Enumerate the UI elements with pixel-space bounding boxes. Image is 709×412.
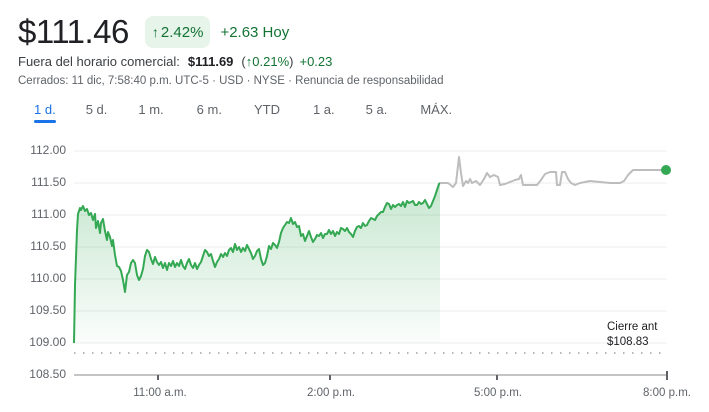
change-percent-badge: ↑ 2.42%: [144, 16, 211, 48]
previous-close-label: Cierre ant $108.83: [607, 321, 658, 348]
after-hours-change-percent: (↑0.21%): [241, 54, 294, 69]
chart-plot: [73, 150, 671, 380]
x-tick: 2:00 p.m.: [307, 387, 355, 399]
y-tick: 109.50: [29, 303, 66, 317]
tab-ytd[interactable]: YTD: [253, 102, 280, 117]
change-absolute: +2.63 Hoy: [220, 23, 290, 41]
regular-session-area: [74, 183, 440, 343]
tab-6m[interactable]: 6 m.: [196, 102, 222, 117]
quote-header: $111.46 ↑ 2.42% +2.63 Hoy: [18, 12, 289, 52]
change-percent: 2.42%: [160, 23, 204, 41]
tab-5y[interactable]: 5 a.: [365, 102, 388, 117]
regular-session-line: [73, 182, 441, 344]
range-tabs: 1 d. 5 d. 1 m. 6 m. YTD 1 a. 5 a. MÁX.: [34, 102, 452, 123]
y-tick: 110.00: [30, 271, 66, 285]
after-hours-line: [440, 156, 667, 188]
current-price: $111.46: [18, 13, 129, 50]
tab-1m[interactable]: 1 m.: [138, 102, 164, 117]
x-tick: 5:00 p.m.: [474, 387, 522, 399]
y-tick: 112.00: [30, 143, 66, 157]
market-status-line: Cerrados: 11 dic, 7:58:40 p.m. UTC-5 · U…: [18, 75, 444, 87]
x-tick: 11:00 a.m.: [133, 387, 187, 399]
y-tick: 111.00: [31, 207, 66, 221]
arrow-up-icon: ↑: [245, 54, 253, 69]
after-hours-change-absolute: +0.23: [299, 54, 333, 69]
y-tick: 108.50: [29, 367, 66, 381]
last-price-dot: [661, 165, 671, 175]
tab-max[interactable]: MÁX.: [420, 102, 453, 117]
after-hours-price: $111.69: [187, 54, 234, 69]
y-tick: 109.00: [29, 335, 66, 349]
y-tick: 110.50: [30, 239, 66, 253]
tab-1d[interactable]: 1 d.: [34, 102, 56, 123]
tab-1y[interactable]: 1 a.: [312, 102, 335, 117]
after-hours-row: Fuera del horario comercial: $111.69 (↑0…: [18, 54, 332, 69]
price-chart[interactable]: 112.00 111.50 111.00 110.50 110.00 109.5…: [0, 135, 709, 412]
arrow-up-icon: ↑: [151, 24, 159, 40]
after-hours-label: Fuera del horario comercial:: [18, 54, 180, 69]
tab-5d[interactable]: 5 d.: [85, 102, 108, 117]
x-tick: 8:00 p.m.: [643, 387, 691, 399]
y-tick: 111.50: [31, 175, 66, 189]
